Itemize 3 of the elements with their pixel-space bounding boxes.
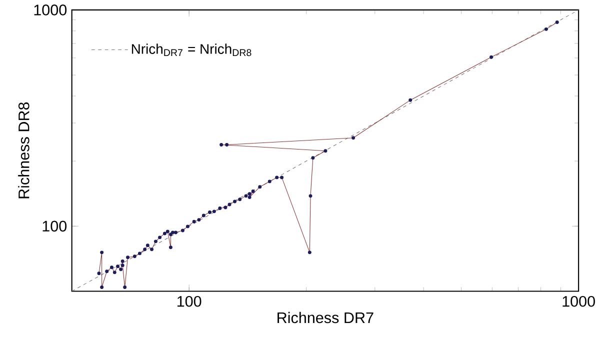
legend-label: Nrich$_{DR7}$ = Nrich$_{DR8}$ [132, 44, 252, 56]
x-axis-title: Richness DR7 [278, 312, 374, 324]
y-axis-title: Richness DR8 [18, 102, 30, 198]
